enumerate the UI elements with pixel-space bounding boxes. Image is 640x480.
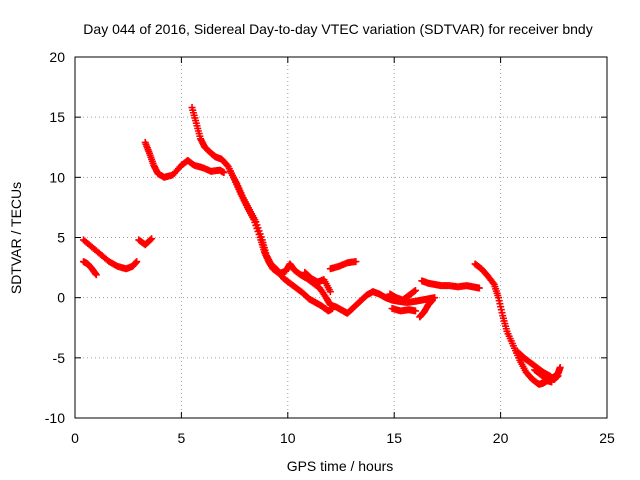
y-tick-labels: -10 -5 0 5 10 15 20 [45, 49, 65, 426]
data-point [133, 258, 141, 266]
series-seg-i [386, 286, 419, 304]
series-seg-j [388, 304, 419, 315]
data-point [148, 235, 156, 243]
x-tick-label: 0 [71, 430, 79, 446]
x-axis-label: GPS time / hours [287, 458, 394, 474]
series-seg-f [226, 167, 336, 315]
grid-lines [75, 57, 607, 418]
x-tick-labels: 0 5 10 15 20 25 [71, 430, 615, 446]
series-seg-b [80, 236, 141, 273]
data-point [489, 279, 497, 287]
data-point [429, 296, 437, 304]
y-tick-label: 20 [49, 49, 65, 65]
series-seg-m [471, 260, 564, 388]
series-seg-o [531, 366, 556, 386]
data-point [411, 307, 419, 315]
series-seg-c [135, 235, 156, 249]
data-point [475, 284, 483, 292]
data-point [92, 271, 100, 279]
data-point [326, 288, 334, 296]
series-seg-l [418, 277, 483, 292]
y-axis-label: SDTVAR / TECUs [8, 182, 24, 294]
series-seg-g [301, 268, 334, 296]
series-seg-k [416, 296, 437, 321]
series-seg-e [188, 104, 439, 317]
data-point [328, 304, 336, 312]
data-point [410, 287, 418, 295]
data-marks [80, 104, 564, 388]
data-point [220, 169, 228, 177]
y-tick-label: -10 [45, 410, 65, 426]
x-tick-label: 15 [386, 430, 402, 446]
axis-ticks [74, 56, 608, 419]
data-point [352, 258, 360, 266]
data-point [147, 236, 155, 244]
y-tick-label: -5 [53, 350, 66, 366]
data-point [554, 372, 562, 380]
y-tick-label: 5 [57, 230, 65, 246]
x-tick-label: 25 [599, 430, 615, 446]
series-seg-h [326, 258, 360, 273]
series-seg-a [80, 258, 100, 279]
y-tick-label: 15 [49, 109, 65, 125]
data-point [556, 363, 564, 371]
y-tick-label: 10 [49, 169, 65, 185]
x-tick-label: 10 [280, 430, 296, 446]
data-point [411, 286, 419, 294]
data-point [548, 378, 556, 386]
series-seg-d [141, 138, 228, 181]
x-tick-label: 20 [493, 430, 509, 446]
y-tick-label: 0 [57, 290, 65, 306]
chart-title: Day 044 of 2016, Sidereal Day-to-day VTE… [83, 21, 592, 37]
x-tick-label: 5 [178, 430, 186, 446]
